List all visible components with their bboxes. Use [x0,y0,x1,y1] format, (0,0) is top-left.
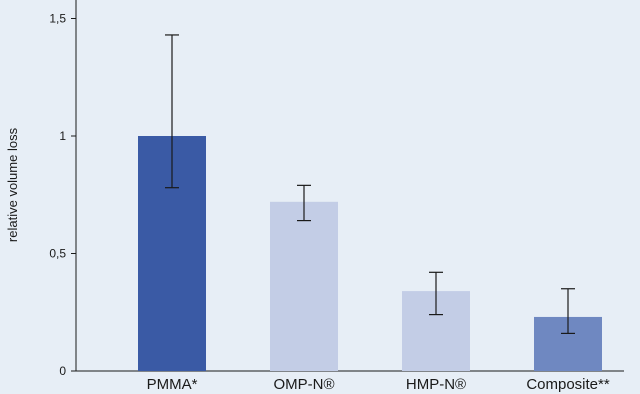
bar [270,201,338,371]
error-bar [429,271,443,316]
y-ticks: 0 0,5 1 1,5 [49,12,76,378]
x-tick-label: Composite** [526,376,610,393]
x-tick-label: HMP-N® [406,376,466,393]
error-bar [165,34,179,189]
y-tick-label: 0 [59,364,66,378]
x-tick-label: OMP-N® [273,376,334,393]
error-bars [165,34,575,334]
y-tick-label: 1,5 [49,12,66,26]
bars [138,136,602,371]
y-tick-label: 1 [59,129,66,143]
error-bar [297,184,311,222]
y-tick-label: 0,5 [49,247,66,261]
y-axis-title: relative volume loss [5,127,20,242]
x-tick-labels: PMMA* OMP-N® HMP-N® Composite** [147,376,610,393]
x-tick-label: PMMA* [147,376,198,393]
error-bar [561,288,575,334]
